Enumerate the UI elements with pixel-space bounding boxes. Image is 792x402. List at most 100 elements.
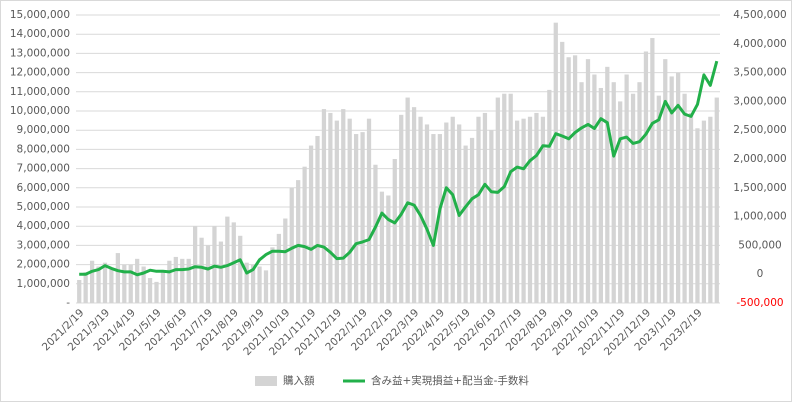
y-tick-label: 9,000,000 — [17, 124, 70, 136]
bar — [115, 253, 120, 303]
bar — [328, 112, 333, 303]
bar — [399, 114, 404, 303]
bar — [77, 279, 82, 303]
bar — [708, 116, 713, 303]
bar — [495, 97, 500, 303]
bar — [296, 180, 301, 303]
bar — [128, 264, 133, 303]
line — [79, 60, 719, 277]
bar — [431, 134, 436, 303]
legend-label: 含み益+実現損益+配当金-手数料 — [371, 374, 529, 387]
bar — [321, 109, 327, 303]
bar — [611, 82, 616, 303]
bar — [405, 97, 410, 303]
y-tick-label: 2,000,000 — [17, 259, 70, 271]
y-tick-label: 15,000,000 — [10, 9, 70, 21]
bar — [540, 116, 546, 303]
bar — [521, 118, 526, 304]
bar — [366, 118, 372, 304]
bar — [534, 112, 539, 303]
bar — [199, 237, 204, 303]
bar — [244, 262, 249, 303]
bar — [315, 135, 320, 303]
bar — [347, 118, 352, 304]
y2-tick-label: 3,500,000 — [733, 67, 786, 79]
bar — [688, 112, 694, 303]
bar — [618, 101, 623, 304]
y2-tick-label: 2,500,000 — [733, 124, 786, 136]
bar — [592, 74, 597, 304]
y-tick-label: 14,000,000 — [10, 28, 70, 40]
bar — [682, 93, 687, 303]
bar — [225, 216, 230, 303]
bar — [418, 116, 423, 303]
bar — [109, 268, 114, 303]
bar — [379, 191, 385, 303]
bar — [276, 233, 281, 303]
y2-tick-label: 0 — [757, 268, 764, 280]
bar — [308, 145, 314, 303]
bar — [160, 272, 166, 303]
bar — [360, 132, 365, 303]
bar — [334, 120, 339, 303]
bar — [257, 266, 262, 303]
bar — [656, 95, 661, 303]
bar — [135, 258, 140, 303]
bar — [579, 82, 584, 303]
bar — [643, 51, 649, 304]
bar — [630, 93, 636, 303]
bar — [624, 74, 629, 304]
bar — [270, 247, 275, 303]
bar — [463, 145, 468, 303]
y2-tick-label: 3,000,000 — [733, 95, 786, 107]
bar — [476, 116, 481, 303]
y-tick-label: 6,000,000 — [17, 182, 70, 194]
bar — [167, 260, 172, 303]
y-tick-label: - — [66, 297, 70, 309]
bar — [547, 89, 552, 303]
bar — [141, 266, 146, 303]
bar — [154, 281, 159, 303]
bar — [354, 134, 359, 303]
bar — [515, 120, 520, 303]
y-tick-label: 11,000,000 — [10, 86, 70, 98]
bar — [663, 59, 668, 303]
y2-tick-label: 2,000,000 — [733, 153, 786, 165]
y-tick-label: 3,000,000 — [17, 239, 70, 251]
bar — [650, 38, 655, 303]
bar — [147, 278, 153, 303]
bar — [89, 260, 95, 303]
y-tick-label: 10,000,000 — [10, 105, 70, 117]
y-tick-label: 1,000,000 — [17, 278, 70, 290]
y2-tick-label: 4,000,000 — [733, 38, 786, 50]
bar — [585, 59, 591, 303]
bar — [302, 166, 307, 303]
bar — [527, 116, 533, 303]
y2-tick-label: 1,500,000 — [733, 182, 786, 194]
bar — [193, 226, 198, 303]
bar — [566, 57, 571, 303]
y2-tick-label: 500,000 — [738, 239, 781, 251]
bar — [444, 122, 449, 304]
bar — [598, 87, 603, 304]
bar — [695, 128, 700, 303]
y-tick-label: 13,000,000 — [10, 47, 70, 59]
bar — [212, 226, 217, 303]
y2-tick-label: -500,000 — [736, 297, 783, 309]
bar — [373, 164, 378, 303]
bar — [205, 245, 211, 303]
bar — [283, 218, 288, 303]
bar — [676, 72, 681, 303]
y2-tick-label: 1,000,000 — [733, 211, 786, 223]
bar — [96, 266, 101, 303]
bar — [560, 41, 565, 303]
y-tick-label: 5,000,000 — [17, 201, 70, 213]
bar — [289, 187, 294, 303]
legend-swatch — [255, 376, 277, 386]
bar — [341, 109, 346, 303]
bar — [701, 120, 707, 303]
y-tick-label: 4,000,000 — [17, 220, 70, 232]
y-tick-label: 8,000,000 — [17, 143, 70, 155]
bar — [637, 82, 642, 303]
